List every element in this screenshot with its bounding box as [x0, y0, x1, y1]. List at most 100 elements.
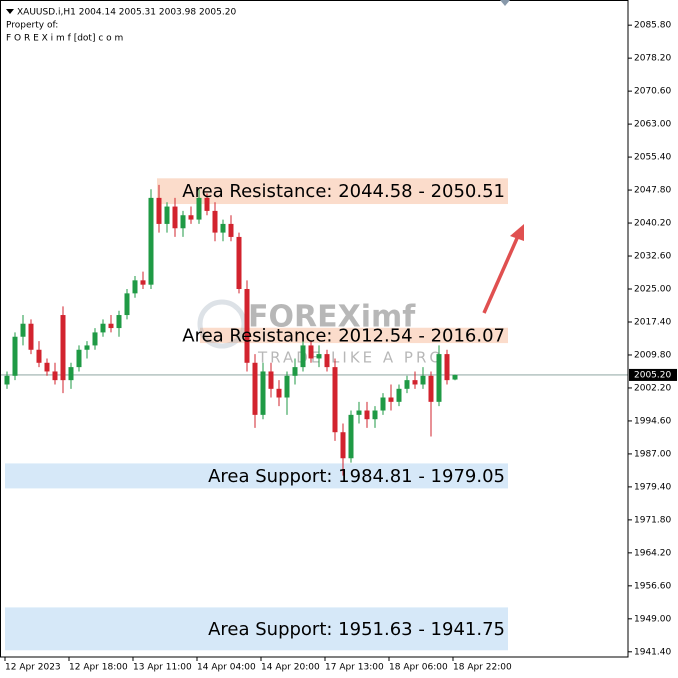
watermark-slogan: TRADE LIKE A PRO: [257, 349, 444, 367]
candle-body: [116, 315, 122, 329]
trend-arrow: [482, 235, 520, 314]
candle-body: [156, 197, 162, 224]
y-tick-label: 1941.40: [634, 647, 671, 657]
candle-body: [204, 197, 210, 211]
owner: F O R E X i m f [dot] c o m: [6, 34, 123, 44]
candle-body: [276, 388, 282, 398]
y-tick-label: 2009.80: [634, 350, 671, 360]
candle-body: [420, 375, 426, 385]
candle-body: [52, 371, 58, 381]
y-tick-label: 1971.80: [634, 515, 671, 525]
candle-body: [68, 367, 74, 381]
x-tick-label: 18 Apr 22:00: [453, 663, 512, 673]
zone-label: Area Resistance: 2044.58 - 2050.51: [182, 181, 505, 202]
candle-body: [404, 380, 410, 389]
candle-body: [100, 323, 106, 333]
candle-body: [44, 362, 50, 372]
candle-body: [292, 367, 298, 376]
y-tick-label: 2063.00: [634, 120, 671, 130]
candle-body: [36, 349, 42, 363]
x-tick-label: 14 Apr 20:00: [261, 663, 320, 673]
y-tick-label: 2070.60: [634, 87, 671, 97]
candle-body: [436, 354, 442, 402]
candle-body: [364, 410, 370, 420]
y-tick-label: 1994.60: [634, 416, 671, 426]
candle-body: [380, 397, 386, 411]
zone-label: Area Resistance: 2012.54 - 2016.07: [182, 325, 505, 346]
y-tick-label: 2017.40: [634, 317, 671, 327]
last-price-label: 2005.20: [634, 370, 671, 380]
candle-body: [252, 362, 258, 415]
plot-border: [0, 0, 629, 658]
candle-body: [244, 289, 250, 363]
candle-body: [108, 323, 114, 329]
y-tick-label: 2055.40: [634, 153, 671, 163]
candle-body: [92, 332, 98, 346]
y-tick-label: 1956.60: [634, 581, 671, 591]
scroll-marker: [500, 0, 510, 6]
candle-body: [372, 410, 378, 420]
owner-label: Property of:: [6, 21, 58, 31]
candle-body: [20, 323, 26, 337]
candle-body: [452, 374, 458, 380]
x-tick-label: 18 Apr 06:00: [389, 663, 448, 673]
candle-body: [140, 280, 146, 285]
watermark-logo: [197, 299, 247, 349]
candle-body: [396, 388, 402, 402]
y-tick-label: 1949.00: [634, 614, 671, 624]
candle-body: [4, 375, 10, 385]
candle-body: [428, 375, 434, 402]
y-tick-label: 1979.40: [634, 482, 671, 492]
candle-body: [12, 336, 18, 376]
y-tick-label: 2085.80: [634, 21, 671, 31]
candle-body: [180, 215, 186, 229]
candle-body: [236, 236, 242, 290]
y-tick-label: 1964.20: [634, 548, 671, 558]
candle-body: [148, 197, 154, 285]
candle-body: [444, 354, 450, 381]
x-tick-label: 13 Apr 11:00: [133, 663, 192, 673]
symbol-header: XAUUSD.i,H1 2004.14 2005.31 2003.98 2005…: [17, 8, 236, 18]
candle-body: [284, 375, 290, 398]
candle-body: [60, 315, 66, 381]
candle-body: [196, 197, 202, 220]
candle-body: [132, 280, 138, 294]
candle-body: [412, 380, 418, 385]
zone-label: Area Support: 1984.81 - 1979.05: [208, 466, 505, 487]
y-tick-label: 1987.00: [634, 449, 671, 459]
candle-body: [124, 293, 130, 316]
candle-body: [308, 345, 314, 359]
trend-arrow-head: [510, 224, 524, 241]
x-tick-label: 17 Apr 13:00: [325, 663, 384, 673]
x-tick-label: 12 Apr 2023: [5, 663, 61, 673]
x-tick-label: 12 Apr 18:00: [69, 663, 128, 673]
y-tick-label: 2032.60: [634, 252, 671, 262]
y-tick-label: 2047.80: [634, 186, 671, 196]
candle-body: [228, 223, 234, 237]
candle-body: [332, 367, 338, 433]
x-tick-label: 14 Apr 04:00: [197, 663, 256, 673]
zone: [5, 463, 508, 489]
candle-body: [188, 215, 194, 220]
candle-body: [324, 354, 330, 368]
zone: [157, 178, 508, 205]
candle-body: [340, 432, 346, 459]
zone: [200, 327, 508, 344]
candle-body: [84, 345, 90, 350]
candle-body: [164, 206, 170, 224]
candle-body: [28, 323, 34, 350]
y-tick-label: 2002.20: [634, 383, 671, 393]
zone-label: Area Support: 1951.63 - 1941.75: [208, 619, 505, 640]
candle-body: [260, 371, 266, 415]
candle-body: [356, 410, 362, 415]
candle-body: [348, 414, 354, 459]
y-tick-label: 2025.00: [634, 285, 671, 295]
candle-body: [172, 206, 178, 229]
zone: [5, 607, 508, 651]
candle-body: [76, 349, 82, 368]
candle-body: [388, 397, 394, 402]
candle-body: [268, 371, 274, 389]
candle-body: [212, 210, 218, 233]
y-tick-label: 2040.20: [634, 219, 671, 229]
